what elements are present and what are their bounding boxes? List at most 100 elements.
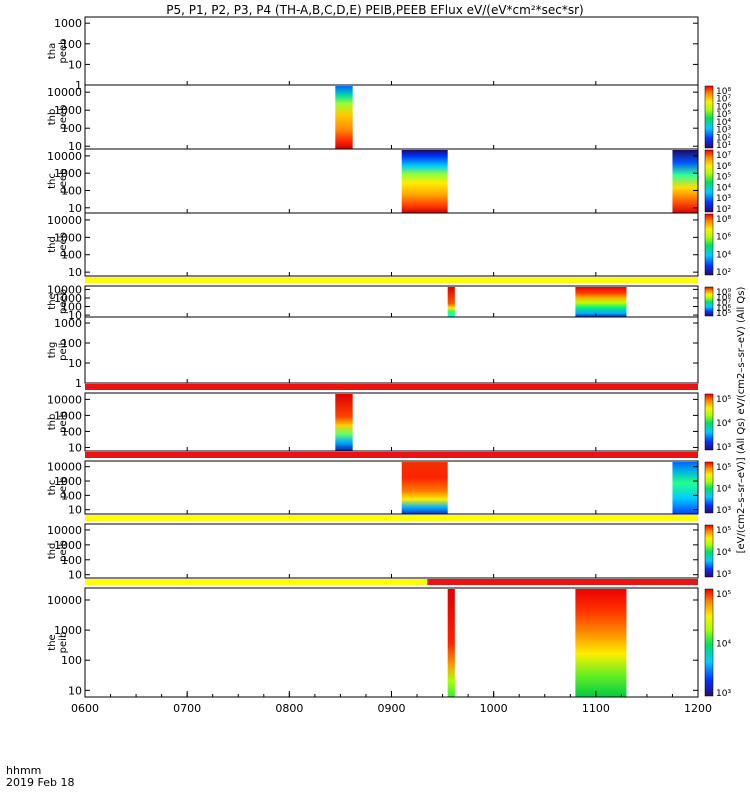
y-tick-label: 10000 — [47, 461, 82, 474]
y-tick-label: 10 — [68, 357, 82, 370]
colorbar — [704, 461, 714, 514]
panel-label-product: peeb — [58, 289, 69, 314]
colorbar — [704, 524, 714, 578]
spectrogram-block — [575, 287, 627, 317]
spectrogram-block — [672, 150, 698, 213]
status-bar-segment — [85, 452, 698, 458]
y-tick-label: 10000 — [47, 283, 82, 296]
panel-label-product: peib — [58, 540, 69, 562]
y-tick-label: 10 — [68, 309, 82, 322]
colorbar-tick-label: 10⁵ — [716, 526, 731, 536]
y-tick-label: 100 — [61, 489, 82, 502]
y-tick-label: 100 — [61, 425, 82, 438]
spectrogram-block — [447, 287, 455, 317]
colorbar-tick-label: 10⁵ — [716, 173, 731, 183]
colorbar-tick-label: 10⁵ — [716, 590, 731, 600]
x-corner-label-date: 2019 Feb 18 — [6, 776, 74, 789]
panel-frame — [84, 523, 699, 579]
colorbar — [704, 588, 714, 697]
colorbar-tick-label: 10⁴ — [716, 250, 731, 260]
panel-frame — [84, 316, 699, 384]
colorbar-tick-label: 10⁶ — [716, 233, 731, 243]
panel-label-product: peib — [58, 477, 69, 499]
y-tick-label: 1000 — [54, 409, 82, 422]
panel-label-probe: the — [47, 634, 58, 650]
y-tick-label: 1 — [75, 79, 82, 92]
panel-thd-peeb: 10000 1000 100 10 thd peeb 10⁸ 10⁶ 10⁴ 10² — [47, 212, 731, 279]
colorbar-tick-label: 10⁷ — [716, 95, 731, 105]
colorbar-tick-label: 10⁴ — [716, 485, 731, 495]
x-axis-tick-label: 1100 — [582, 702, 610, 715]
colorbar-tick-label: 10¹ — [716, 141, 731, 151]
colorbar-tick-label: 10⁴ — [716, 548, 731, 558]
panel-thd-peib: 10000 1000 100 10 thd peib 10⁵ 10⁴ 10³ — [47, 515, 731, 582]
panel-label-product: peeb — [58, 169, 69, 194]
colorbar-tick-label: 10⁶ — [716, 304, 731, 314]
colorbar-tick-label: 10² — [716, 268, 731, 278]
colorbar-tick-label: 10⁴ — [716, 183, 731, 193]
y-tick-label: 100 — [61, 654, 82, 667]
spectrogram-block — [335, 394, 353, 451]
y-tick-label: 100 — [61, 122, 82, 135]
colorbar-tick-label: 10⁸ — [716, 215, 731, 225]
y-tick-label: 100 — [61, 554, 82, 567]
panel-label-product: peib — [58, 632, 69, 654]
colorbar-tick-label: 10² — [716, 133, 731, 143]
panel-frame — [84, 16, 699, 86]
panel-thg-peib: 1000 100 10 1 thg peib — [47, 316, 699, 390]
y-tick-label: 1000 — [54, 104, 82, 117]
y-tick-label: 10 — [68, 202, 82, 215]
y-tick-label: 1 — [75, 377, 82, 390]
colorbar — [704, 213, 714, 276]
y-tick-label: 10 — [68, 441, 82, 454]
x-corner-label-hhmm: hhmm — [6, 764, 41, 777]
spectrogram-block — [335, 86, 353, 149]
spectrogram-block — [401, 462, 448, 514]
colorbar-tick-label: 10³ — [716, 570, 731, 580]
y-tick-label: 10 — [68, 140, 82, 153]
y-tick-label: 10 — [68, 504, 82, 517]
panel-frame — [84, 460, 699, 515]
x-axis: 0600 0700 0800 0900 1000 1100 1200 — [71, 691, 712, 715]
x-axis-tick-label: 0700 — [173, 702, 201, 715]
colorbar-tick-label: 10⁴ — [716, 640, 731, 650]
colorbar-tick-label: 10³ — [716, 126, 731, 136]
x-axis-tick-label: 1000 — [480, 702, 508, 715]
panel-tha-peeb: 1000 100 10 1 tha peeb — [47, 16, 699, 92]
panel-label-product: peeb — [58, 105, 69, 130]
y-tick-label: 10000 — [47, 86, 82, 99]
y-tick-label: 10000 — [47, 524, 82, 537]
panel-label-probe: thb — [47, 109, 58, 126]
y-tick-label: 100 — [61, 249, 82, 262]
y-tick-label: 10 — [68, 569, 82, 582]
status-bar-segment — [85, 579, 428, 585]
x-axis-tick-label: 0800 — [275, 702, 303, 715]
colorbar-side-label: [eV/(cm2–s–sr–eV)] (All Qs) eV/(cm2–s–sr… — [736, 286, 747, 553]
panel-label-product: peeb — [58, 232, 69, 257]
y-tick-label: 1000 — [54, 292, 82, 305]
panel-label-probe: thc — [47, 173, 58, 189]
panel-frame — [84, 84, 699, 150]
colorbar-tick-label: 10⁹ — [716, 288, 731, 298]
y-tick-label: 10 — [68, 58, 82, 71]
colorbar-tick-label: 10³ — [716, 194, 731, 204]
spectrogram-block — [401, 150, 448, 213]
panel-label-probe: the — [47, 293, 58, 309]
y-tick-label: 1000 — [54, 475, 82, 488]
colorbar-tick-label: 10⁸ — [716, 293, 731, 303]
y-tick-label: 10000 — [47, 594, 82, 607]
panel-label-probe: thb — [47, 414, 58, 431]
status-bar-segment — [85, 515, 698, 521]
panel-frame — [84, 212, 699, 277]
colorbar — [704, 393, 714, 451]
colorbar — [704, 149, 714, 213]
colorbar — [704, 286, 714, 317]
x-axis-tick-label: 0900 — [378, 702, 406, 715]
y-tick-label: 10000 — [47, 393, 82, 406]
panel-label-probe: thg — [47, 342, 58, 359]
panel-label-probe: thd — [47, 236, 58, 253]
